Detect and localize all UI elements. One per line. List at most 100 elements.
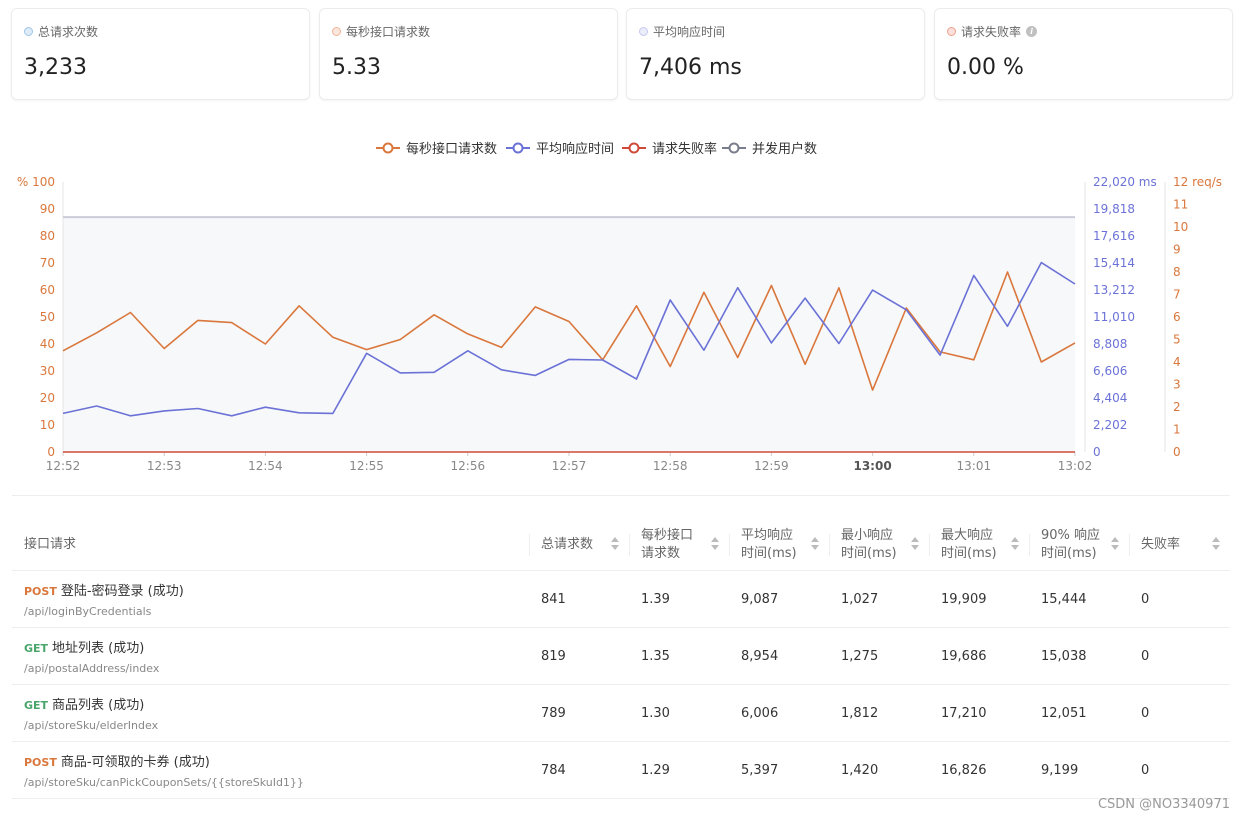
table-row[interactable]: GET 地址列表 (成功) /api/postalAddress/index 819 1…: [12, 628, 1230, 685]
x-axis-tick-label: 12:59: [754, 459, 789, 473]
right-axis-rps-tick-label: 1: [1173, 423, 1181, 437]
table-cell: 1,812: [841, 705, 879, 721]
sort-icon[interactable]: [911, 537, 919, 553]
http-method-badge: GET: [24, 642, 49, 655]
right-axis-ms-tick-label: 0: [1093, 445, 1101, 459]
column-header-label: 平均响应 时间(ms): [741, 528, 797, 561]
column-separator: [829, 534, 830, 556]
summary-cards: 总请求次数 3,233 每秒接口请求数 5.33 平均响应时间 7,406 ms…: [11, 8, 1233, 100]
column-separator: [729, 534, 730, 556]
right-axis-rps-tick-label: 7: [1173, 288, 1181, 302]
column-header[interactable]: 总请求数: [529, 520, 629, 570]
right-axis-ms-tick-label: 17,616: [1093, 229, 1135, 243]
card-requests-per-second: 每秒接口请求数 5.33: [319, 8, 618, 100]
right-axis-rps-tick-label: 2: [1173, 400, 1181, 414]
table-row[interactable]: POST 商品-可领取的卡券 (成功) /api/storeSku/canPickC…: [12, 742, 1230, 799]
column-header-label: 失败率: [1141, 537, 1181, 552]
sort-icon[interactable]: [611, 537, 619, 553]
api-name-label: 商品-可领取的卡券 (成功): [60, 755, 210, 770]
column-header-label: 90% 响应 时间(ms): [1041, 528, 1101, 561]
dot-icon: [947, 27, 956, 36]
column-header-label: 最大响应 时间(ms): [941, 528, 997, 561]
x-axis-tick-label: 12:57: [552, 459, 587, 473]
right-axis-ms-tick-label: 15,414: [1093, 256, 1135, 270]
line-chart: 每秒接口请求数 平均响应时间 请求失败率 并发用户数% 100908070605040…: [17, 141, 1222, 473]
column-header[interactable]: 每秒接口 请求数: [629, 520, 729, 570]
left-axis-tick-label: 40: [40, 337, 55, 351]
card-label: 平均响应时间: [653, 25, 726, 39]
card-label: 总请求次数: [38, 25, 99, 39]
table-cell: 16,826: [941, 762, 987, 778]
card-total-requests: 总请求次数 3,233: [11, 8, 310, 100]
series-line-平均响应时间: [62, 261, 1076, 417]
x-axis-tick-label: 12:52: [46, 459, 81, 473]
table-cell: 841: [541, 591, 566, 607]
legend-label: 每秒接口请求数: [406, 141, 497, 157]
table-cell: 1.29: [641, 762, 670, 778]
table-cell: 6,006: [741, 705, 779, 721]
sort-icon[interactable]: [711, 537, 719, 553]
table-cell: 0: [1141, 591, 1150, 607]
x-axis-tick-label: 12:53: [147, 459, 182, 473]
column-separator: [1129, 534, 1130, 556]
series-line-每秒接口请求数: [62, 271, 1076, 391]
x-axis-tick-label: 13:00: [853, 459, 891, 473]
column-header[interactable]: 最小响应 时间(ms): [829, 520, 929, 570]
api-table: 接口请求 总请求数 每秒接口 请求数 平均响应 时间(ms) 最小响应 时间(ms) 最大…: [12, 520, 1230, 799]
api-name: GET 地址列表 (成功): [24, 637, 144, 656]
column-header-label: 接口请求: [24, 537, 77, 552]
watermark: CSDN @NO3340971: [1097, 797, 1230, 812]
right-axis-rps-tick-label: 5: [1173, 333, 1181, 347]
plot-background: [63, 217, 1075, 452]
dot-icon: [24, 27, 33, 36]
card-label: 请求失败率: [961, 25, 1022, 39]
right-axis-ms-tick-label: 2,202: [1093, 418, 1127, 432]
table-cell: 8,954: [741, 648, 779, 664]
table-cell: 0: [1141, 762, 1150, 778]
table-row[interactable]: GET 商品列表 (成功) /api/storeSku/elderIndex 789 1…: [12, 685, 1230, 742]
table-cell: 0: [1141, 705, 1150, 721]
column-header[interactable]: 90% 响应 时间(ms): [1029, 520, 1129, 570]
x-axis-tick-label: 12:55: [349, 459, 384, 473]
api-path: /api/storeSku/elderIndex: [24, 719, 159, 732]
legend-label: 请求失败率: [652, 141, 717, 157]
x-axis-tick-label: 13:01: [957, 459, 992, 473]
table-cell: 9,199: [1041, 762, 1079, 778]
card-value: 3,233: [24, 55, 87, 80]
right-axis-rps-tick-label: 6: [1173, 310, 1181, 324]
api-name-label: 商品列表 (成功): [52, 698, 145, 713]
sort-icon[interactable]: [811, 537, 819, 553]
sort-icon[interactable]: [1111, 537, 1119, 553]
legend-marker: [512, 142, 524, 154]
table-cell: 1,420: [841, 762, 879, 778]
table-cell: 1,027: [841, 591, 879, 607]
dot-icon: [639, 27, 648, 36]
right-axis-rps-tick-label: 11: [1173, 198, 1188, 212]
card-avg-response-time: 平均响应时间 7,406 ms: [626, 8, 925, 100]
right-axis-ms-tick-label: 22,020 ms: [1093, 175, 1157, 189]
table-cell: 1,275: [841, 648, 879, 664]
table-row[interactable]: POST 登陆-密码登录 (成功) /api/loginByCredentials 8…: [12, 571, 1230, 628]
info-icon[interactable]: i: [1026, 26, 1038, 37]
sort-icon[interactable]: [1212, 537, 1220, 553]
api-name: POST 登陆-密码登录 (成功): [24, 580, 184, 599]
api-name-label: 登陆-密码登录 (成功): [60, 584, 184, 599]
left-axis-tick-label: 70: [40, 256, 55, 270]
column-header[interactable]: 平均响应 时间(ms): [729, 520, 829, 570]
card-value: 7,406 ms: [639, 55, 742, 80]
table-cell: 0: [1141, 648, 1150, 664]
left-axis-tick-label: 10: [40, 418, 55, 432]
card-value: 5.33: [332, 55, 381, 80]
column-separator: [929, 534, 930, 556]
right-axis-ms-tick-label: 8,808: [1093, 337, 1127, 351]
column-header[interactable]: 失败率: [1129, 520, 1230, 570]
table-cell: 1.39: [641, 591, 670, 607]
sort-icon[interactable]: [1011, 537, 1019, 553]
column-header-label: 总请求数: [541, 537, 594, 552]
http-method-badge: GET: [24, 699, 49, 712]
column-header[interactable]: 最大响应 时间(ms): [929, 520, 1029, 570]
card-failure-rate: 请求失败率 i 0.00 %: [934, 8, 1233, 100]
left-axis-tick-label: 60: [40, 283, 55, 297]
table-cell: 19,686: [941, 648, 987, 664]
http-method-badge: POST: [24, 585, 57, 598]
